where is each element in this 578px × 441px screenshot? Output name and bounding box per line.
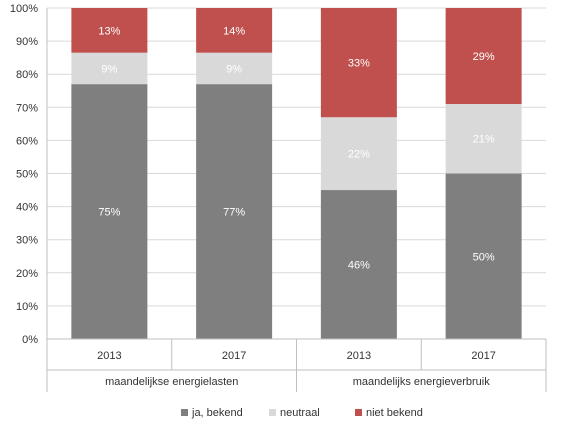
y-tick-label: 100%	[10, 3, 38, 15]
x-tick-label: 2017	[471, 350, 495, 362]
x-tick-label: 2013	[347, 350, 371, 362]
y-tick-label: 90%	[16, 36, 38, 48]
data-label: 14%	[223, 25, 245, 37]
y-tick-label: 10%	[16, 301, 38, 313]
y-tick-label: 50%	[16, 169, 38, 181]
bar-segment	[445, 103, 522, 174]
y-tick-label: 0%	[22, 334, 38, 346]
data-label: 9%	[226, 63, 242, 75]
data-label: 22%	[348, 149, 370, 161]
data-label: 46%	[348, 260, 370, 272]
x-tick-label: 2013	[97, 350, 121, 362]
bar-segment	[445, 173, 522, 339]
x-group-label: maandelijks energieverbruik	[353, 376, 490, 388]
legend-label: neutraal	[280, 407, 320, 419]
data-label: 21%	[473, 134, 495, 146]
legend-swatch	[355, 409, 362, 416]
y-tick-label: 80%	[16, 69, 38, 81]
data-label: 13%	[98, 25, 120, 37]
legend-label: ja, bekend	[191, 407, 243, 419]
data-label: 29%	[473, 51, 495, 63]
y-tick-label: 30%	[16, 235, 38, 247]
bar-segment	[320, 8, 397, 118]
y-tick-label: 70%	[16, 102, 38, 114]
bar-segment	[445, 8, 522, 104]
legend-swatch	[181, 409, 188, 416]
bar-segment	[71, 52, 148, 85]
bar-segment	[320, 190, 397, 339]
x-tick-label: 2017	[222, 350, 246, 362]
y-tick-label: 20%	[16, 268, 38, 280]
y-tick-label: 40%	[16, 202, 38, 214]
bar-segment	[196, 8, 273, 53]
data-label: 33%	[348, 58, 370, 70]
bar-segment	[196, 52, 273, 85]
bar-segment	[71, 8, 148, 53]
legend-swatch	[269, 409, 276, 416]
bar-segment	[196, 84, 273, 339]
x-group-label: maandelijkse energielasten	[105, 376, 238, 388]
bar-segment	[71, 84, 148, 339]
bar-segment	[320, 117, 397, 191]
data-label: 77%	[223, 207, 245, 219]
legend-label: niet bekend	[366, 407, 423, 419]
data-label: 9%	[101, 63, 117, 75]
data-label: 50%	[473, 251, 495, 263]
y-tick-label: 60%	[16, 135, 38, 147]
data-label: 75%	[98, 207, 120, 219]
